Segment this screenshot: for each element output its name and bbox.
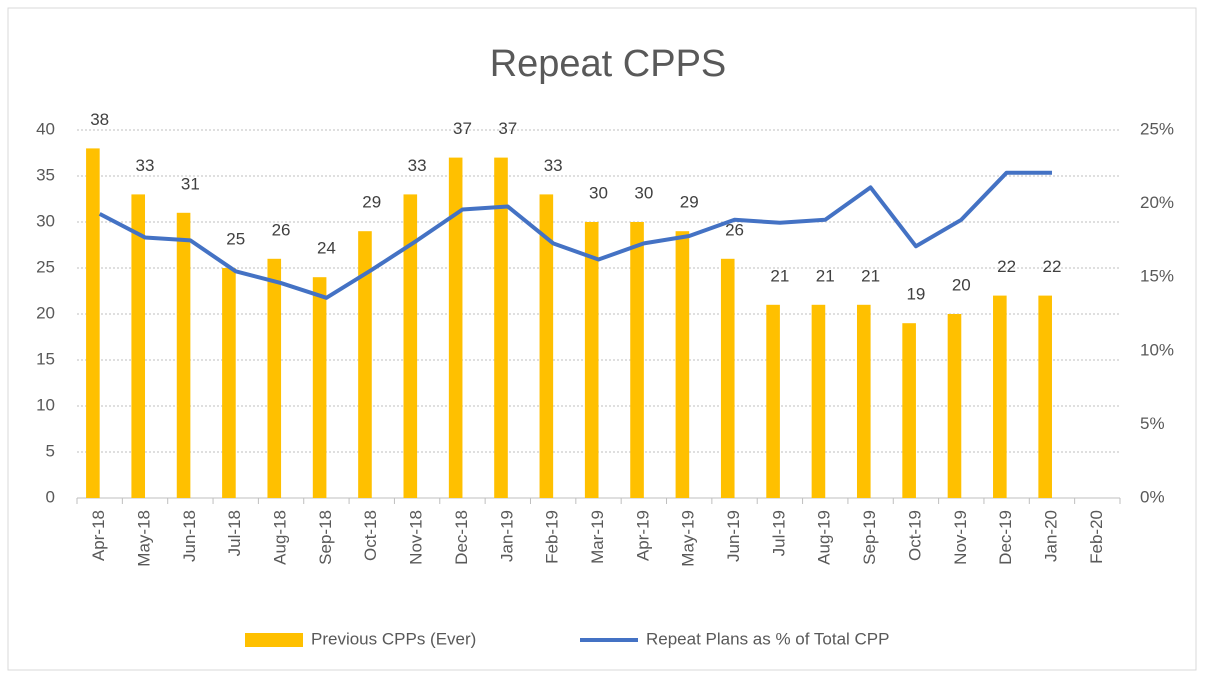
data-label: 37 [453,119,472,138]
y-tick-label: 25 [36,257,55,276]
bar [902,323,916,498]
data-label: 30 [589,183,608,202]
data-label: 22 [1043,257,1062,276]
data-label: 29 [362,193,381,212]
y2-tick-label: 0% [1140,487,1165,506]
legend-label: Previous CPPs (Ever) [311,629,476,648]
bar [403,194,418,498]
bar [176,212,191,499]
bar [766,304,780,498]
data-label: 25 [226,229,245,248]
data-label: 33 [136,156,155,175]
bar [1038,295,1052,498]
bar [630,222,644,498]
y2-tick-label: 20% [1140,193,1174,212]
x-tick-label: Jun-19 [724,510,743,562]
x-tick-label: Nov-18 [407,510,426,565]
x-tick-label: Jan-19 [497,510,516,562]
bar [358,231,372,498]
bar [86,148,100,498]
data-label: 19 [906,285,925,304]
data-label: 26 [725,220,744,239]
x-tick-label: Jun-18 [180,510,199,562]
y-tick-label: 15 [36,349,55,368]
y-tick-label: 10 [36,395,55,414]
y-tick-label: 35 [36,165,55,184]
bar [811,304,826,498]
x-tick-label: Dec-19 [996,510,1015,565]
x-tick-label: Jan-20 [1041,510,1060,562]
data-label: 22 [997,257,1016,276]
bar [448,157,463,498]
y-tick-label: 0 [46,487,55,506]
data-label: 29 [680,193,699,212]
data-label: 30 [634,183,653,202]
x-tick-label: May-18 [135,510,154,567]
legend-swatch [245,633,303,647]
bar [539,194,554,498]
x-tick-label: Feb-20 [1087,510,1106,564]
bar [312,277,327,498]
x-tick-label: Dec-18 [452,510,471,565]
data-label: 21 [770,266,789,285]
data-label: 24 [317,239,336,258]
data-label: 20 [952,275,971,294]
data-label: 21 [861,266,880,285]
data-label: 33 [544,156,563,175]
y-tick-label: 30 [36,211,55,230]
x-tick-label: Aug-18 [271,510,290,565]
bar [267,258,282,498]
y-tick-label: 20 [36,303,55,322]
bar [947,314,962,498]
data-label: 33 [408,156,427,175]
bar [720,258,735,498]
data-label: 37 [498,119,517,138]
bar [131,194,146,498]
y-tick-label: 40 [36,119,55,138]
bar [494,157,508,498]
bar [584,222,599,498]
bar [993,295,1007,498]
y2-tick-label: 10% [1140,340,1174,359]
legend-label: Repeat Plans as % of Total CPP [646,629,890,648]
data-label: 21 [816,266,835,285]
y2-tick-label: 25% [1140,119,1174,138]
x-tick-label: Oct-19 [905,510,924,561]
x-tick-label: Mar-19 [588,510,607,564]
bar [222,268,236,498]
y2-tick-label: 5% [1140,414,1165,433]
x-tick-label: Nov-19 [951,510,970,565]
y2-tick-label: 15% [1140,267,1174,286]
bar [675,231,690,498]
x-tick-label: Jul-19 [769,510,788,556]
data-label: 38 [90,110,109,129]
bar [856,304,871,498]
x-tick-label: Oct-18 [361,510,380,561]
x-tick-label: Sep-18 [316,510,335,565]
x-tick-label: Aug-19 [815,510,834,565]
chart-title: Repeat CPPS [490,43,727,85]
x-tick-label: Apr-18 [89,510,108,561]
x-tick-label: May-19 [679,510,698,567]
x-tick-label: Feb-19 [543,510,562,564]
line [98,170,1052,300]
x-tick-label: Apr-19 [633,510,652,561]
data-label: 31 [181,174,200,193]
x-tick-label: Sep-19 [860,510,879,565]
data-label: 26 [272,220,291,239]
y-tick-label: 5 [46,441,55,460]
x-tick-label: Jul-18 [225,510,244,556]
